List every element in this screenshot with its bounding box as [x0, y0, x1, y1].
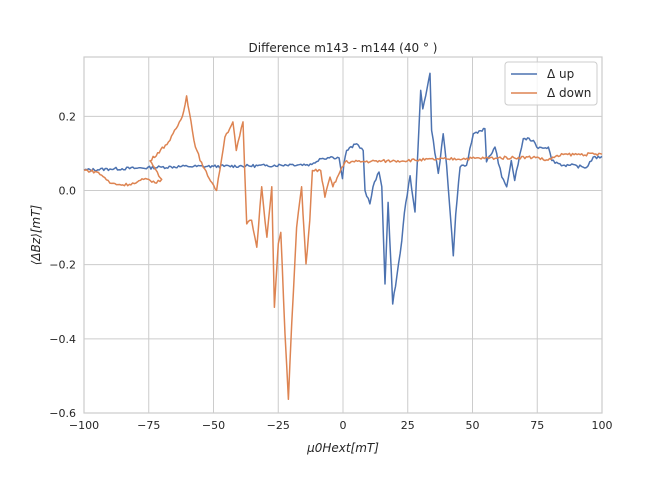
x-tick-label: −75: [137, 419, 160, 432]
plot-frame: [83, 56, 603, 414]
x-axis-label: μ0Hext[mT]: [306, 441, 379, 455]
y-tick-label: −0.4: [49, 333, 76, 346]
legend-box: [504, 61, 598, 106]
grid: [83, 57, 603, 414]
y-tick-label: −0.6: [49, 407, 76, 420]
x-tick-label: 50: [466, 419, 480, 432]
x-tick-label: 0: [340, 419, 347, 432]
tick-labels: −100 −75 −50 −25 0 25 50 75 100 0.2 0.0 −0.2 −0.4 −0.…: [49, 110, 612, 432]
x-tick-label: −100: [69, 419, 99, 432]
x-tick-label: −50: [202, 419, 225, 432]
x-tick-label: 100: [592, 419, 613, 432]
legend-label-down: Δ down: [547, 86, 591, 100]
x-tick-label: 25: [401, 419, 415, 432]
y-tick-label: 0.2: [59, 110, 77, 123]
x-tick-label: 75: [530, 419, 544, 432]
y-axis-label: ⟨ΔBz⟩[mT]: [29, 204, 43, 265]
legend-label-up: Δ up: [547, 67, 574, 81]
y-tick-label: 0.0: [59, 185, 77, 198]
series-lines: [83, 72, 603, 401]
y-tick-label: −0.2: [49, 259, 76, 272]
chart-title: Difference m143 - m144 (40 ° ): [249, 41, 438, 55]
legend: Δ up Δ down: [504, 61, 598, 106]
series-line-down: [83, 95, 603, 401]
x-tick-label: −25: [267, 419, 290, 432]
